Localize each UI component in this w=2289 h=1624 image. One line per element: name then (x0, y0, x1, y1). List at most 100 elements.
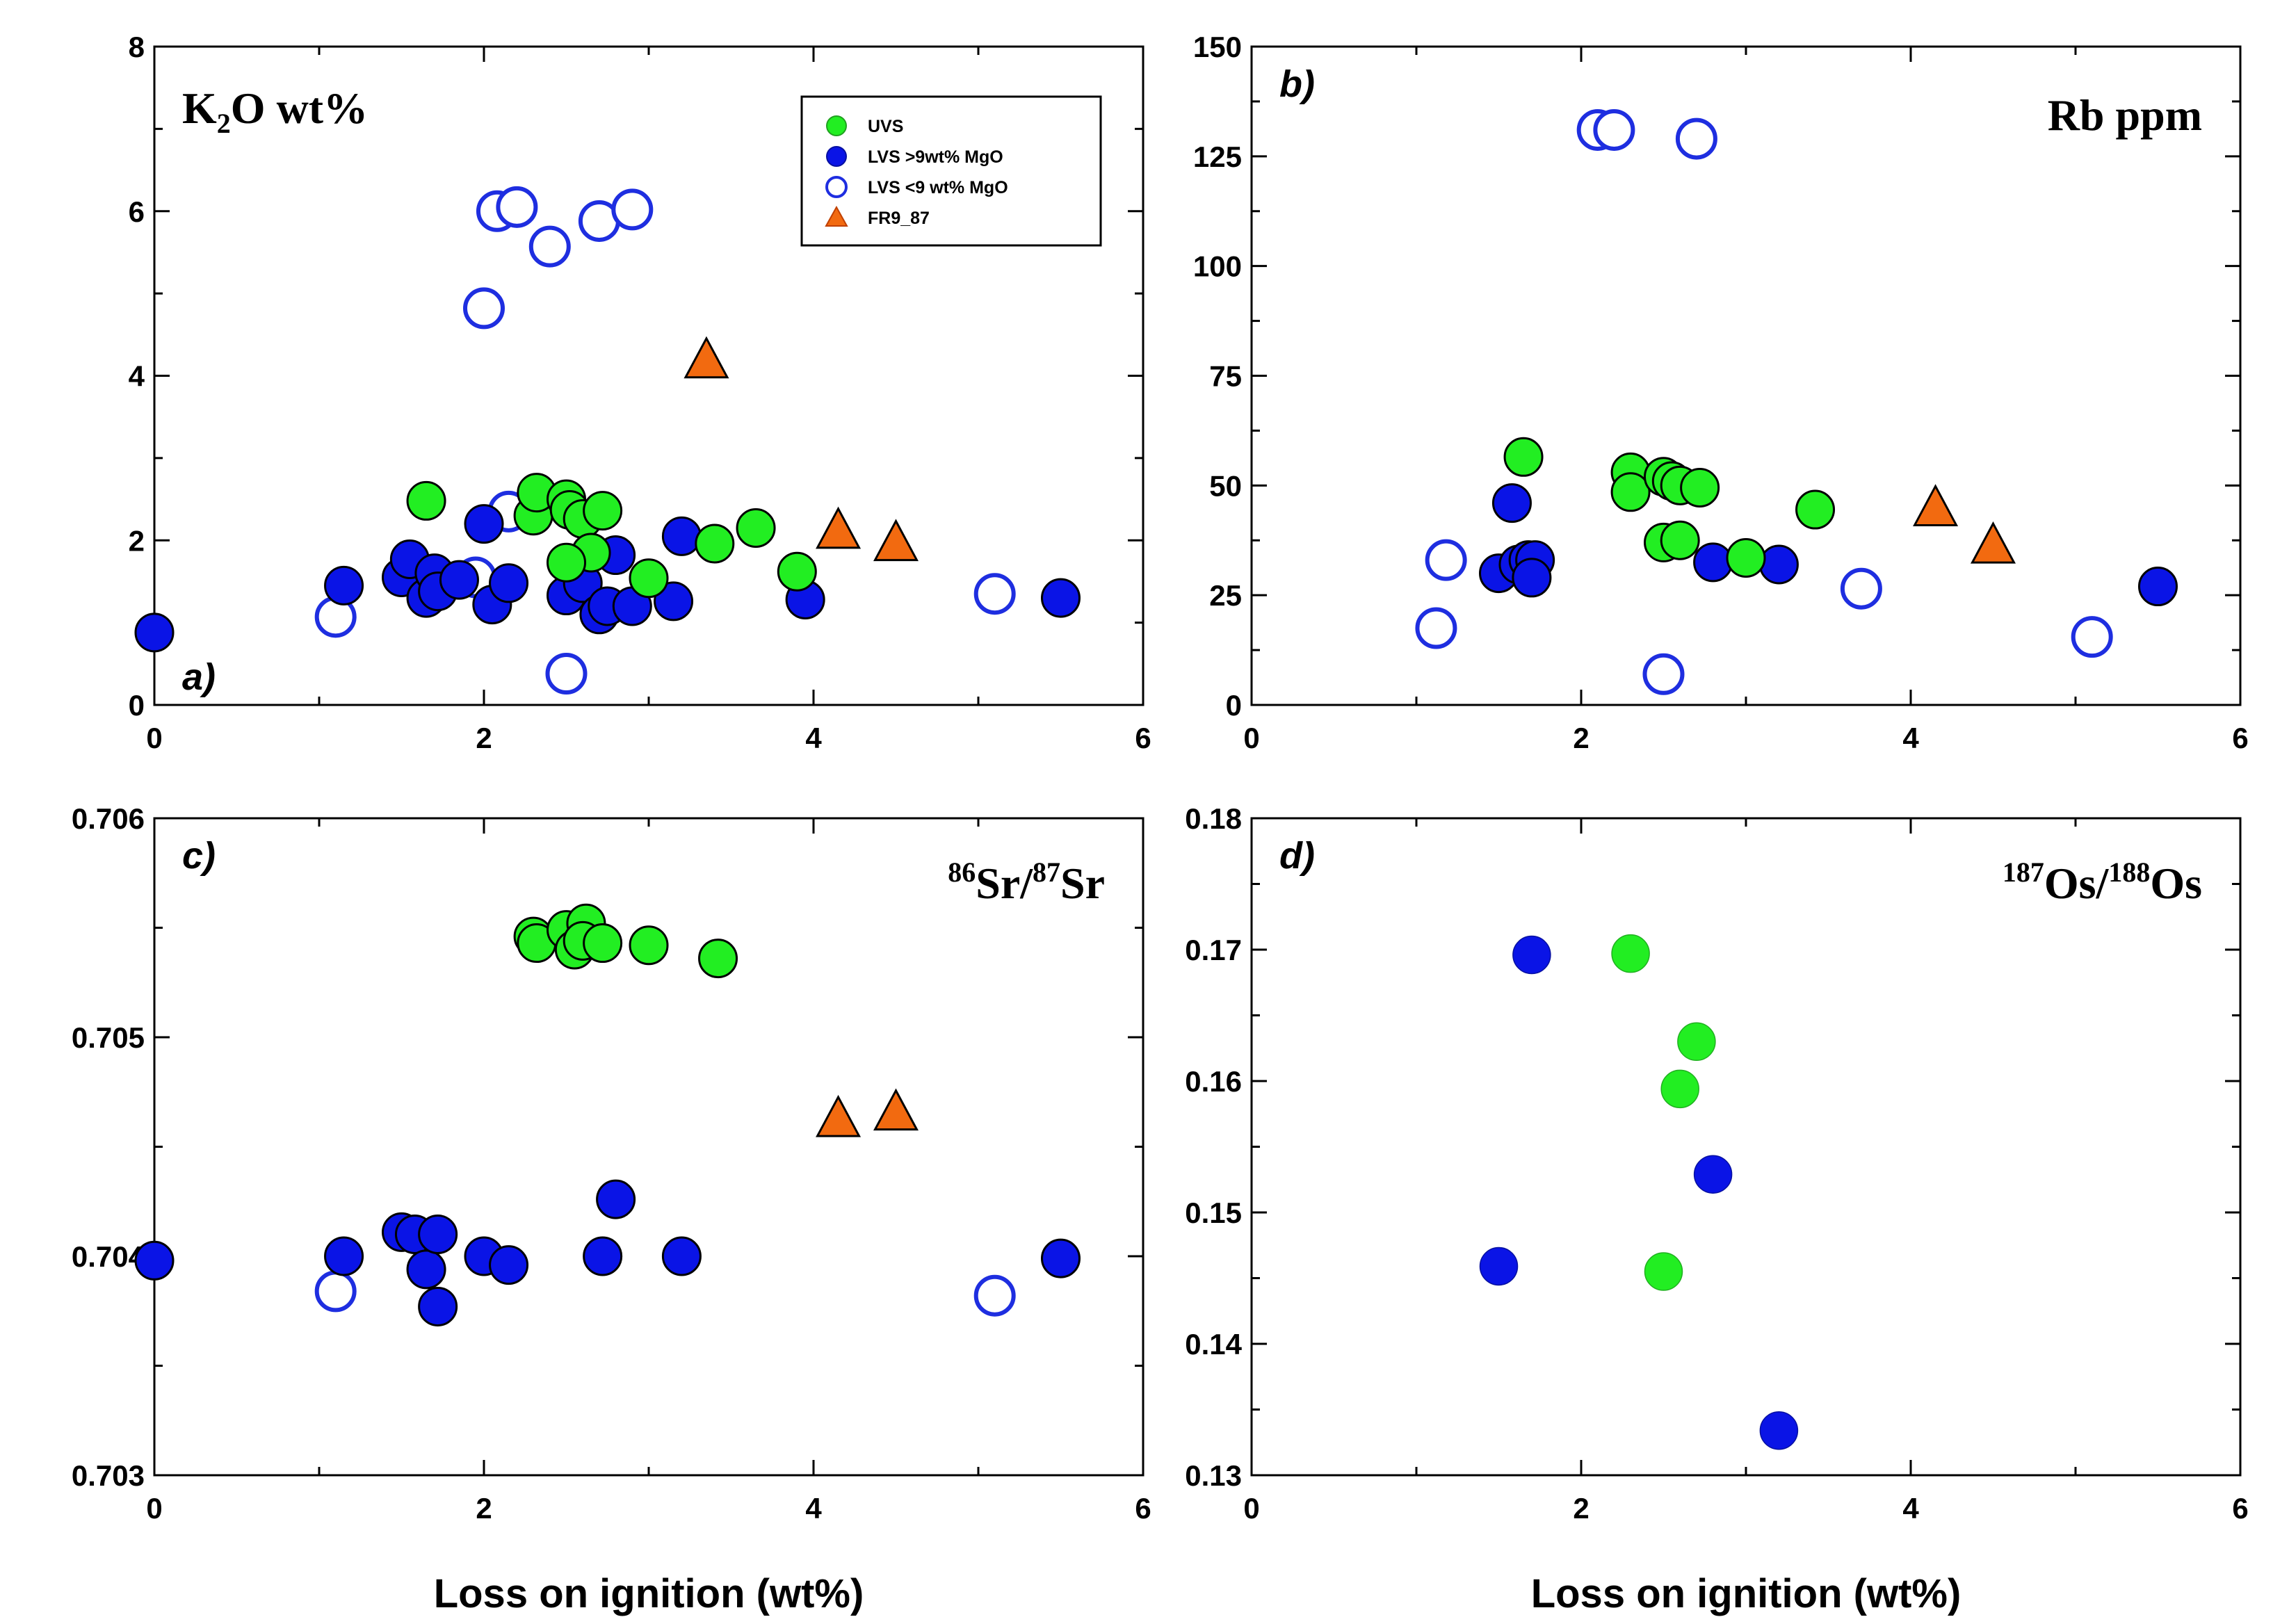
y-tick-label: 50 (1209, 469, 1242, 502)
y-tick-label: 125 (1193, 140, 1242, 173)
x-tick-label: 0 (146, 1492, 162, 1525)
data-point-lvs-low-mgo (1415, 607, 1457, 649)
data-point-lvs-high-mgo (1759, 1411, 1799, 1450)
panel-title: 86Sr/87Sr (948, 856, 1105, 908)
data-point-uvs (1644, 1252, 1683, 1291)
data-point-lvs-low-mgo (463, 287, 505, 330)
data-point-fr9-87 (684, 336, 729, 379)
y-tick-label: 0.17 (1185, 934, 1242, 966)
data-point-lvs-low-mgo (973, 573, 1016, 615)
data-point-lvs-high-mgo (464, 504, 504, 544)
data-point-lvs-high-mgo (324, 565, 364, 606)
x-axis-label: Loss on ignition (wt%) (1531, 1571, 1962, 1616)
data-point-lvs-high-mgo (1041, 578, 1081, 618)
y-tick-label: 0.703 (72, 1459, 145, 1492)
y-tick-label: 0.14 (1185, 1328, 1242, 1361)
data-point-uvs (1680, 467, 1720, 508)
data-point-lvs-high-mgo (418, 1286, 458, 1326)
y-tick-label: 0.705 (72, 1021, 145, 1054)
data-point-lvs-low-mgo (1425, 539, 1467, 581)
legend-marker (825, 176, 848, 198)
data-point-lvs-low-mgo (528, 225, 571, 268)
panel-b-rb: 0 2 4 6 0 25 50 75 100 125 150 b) Rb ppm (1193, 31, 2249, 754)
data-point-lvs-high-mgo (1693, 542, 1733, 583)
y-tick-label: 75 (1209, 360, 1242, 393)
data-point-lvs-high-mgo (324, 1236, 364, 1276)
y-tick-label: 0 (1226, 689, 1242, 722)
data-point-uvs (736, 508, 776, 548)
data-point-lvs-low-mgo (1675, 117, 1717, 160)
title-part: Sr/ (976, 859, 1033, 908)
panel-label: b) (1279, 63, 1315, 105)
x-tick-label: 6 (1135, 1492, 1151, 1525)
x-tick-label: 4 (805, 722, 822, 754)
y-tick-label: 25 (1209, 579, 1242, 612)
x-tick-label: 4 (1902, 722, 1919, 754)
plot-frame (1250, 817, 2242, 1477)
data-point-uvs (1795, 489, 1836, 530)
data-point-lvs-high-mgo (1041, 1238, 1081, 1278)
data-point-uvs (1726, 538, 1766, 578)
panel-title: 187Os/188Os (2003, 856, 2202, 908)
legend-label: FR9_87 (868, 209, 930, 228)
data-point-lvs-high-mgo (654, 581, 694, 622)
data-point-uvs (629, 558, 669, 599)
title-superscript: 188 (2108, 856, 2150, 888)
data-point-lvs-low-mgo (545, 653, 588, 695)
x-tick-label: 4 (1902, 1492, 1919, 1525)
data-point-lvs-low-mgo (611, 188, 654, 231)
plot-frame (1250, 45, 2242, 706)
x-tick-label: 2 (1573, 722, 1589, 754)
data-point-lvs-high-mgo (489, 1245, 529, 1285)
legend-label: UVS (868, 117, 903, 136)
y-tick-label: 0.18 (1185, 802, 1242, 835)
data-point-uvs (547, 542, 586, 583)
data-point-uvs (1503, 437, 1544, 477)
data-point-uvs (629, 925, 669, 966)
x-axis-label: Loss on ignition (wt%) (434, 1571, 864, 1616)
y-tick-label: 4 (129, 360, 145, 393)
data-point-uvs (1611, 934, 1650, 973)
x-tick-label: 4 (805, 1492, 822, 1525)
y-tick-label: 0.706 (72, 802, 145, 835)
legend-label: LVS <9 wt% MgO (868, 178, 1008, 197)
data-point-uvs (583, 923, 623, 964)
title-part: Os (2150, 859, 2202, 908)
x-tick-label: 2 (476, 1492, 492, 1525)
data-point-lvs-high-mgo (1479, 1247, 1519, 1286)
x-tick-label: 0 (1243, 1492, 1259, 1525)
data-point-fr9-87 (873, 1088, 919, 1131)
y-tick-label: 8 (129, 31, 145, 63)
y-tick-label: 2 (129, 524, 145, 557)
panel-title: K2O wt% (182, 83, 368, 139)
data-point-lvs-high-mgo (1758, 544, 1799, 585)
x-tick-label: 2 (1573, 1492, 1589, 1525)
x-tick-label: 2 (476, 722, 492, 754)
title-superscript: 187 (2003, 856, 2044, 888)
data-point-lvs-high-mgo (489, 563, 529, 603)
y-tick-label: 0.16 (1185, 1065, 1242, 1098)
data-point-lvs-high-mgo (134, 1240, 175, 1281)
data-point-uvs (406, 480, 446, 521)
x-tick-label: 6 (2232, 722, 2248, 754)
data-point-lvs-high-mgo (661, 1236, 702, 1276)
panel-label: d) (1279, 835, 1315, 877)
data-point-uvs (583, 491, 623, 531)
panel-label: a) (182, 656, 216, 698)
title-superscript: 86 (948, 856, 976, 888)
data-point-lvs-high-mgo (2138, 567, 2178, 607)
y-tick-label: 100 (1193, 250, 1242, 283)
panel-c-sr-isotopes: 0 2 4 6 0.703 0.704 0.705 0.706 Loss on ignition… (72, 802, 1151, 1616)
data-point-lvs-high-mgo (1512, 558, 1552, 598)
legend-label: LVS >9wt% MgO (868, 147, 1003, 167)
data-point-lvs-high-mgo (418, 1215, 458, 1254)
data-point-lvs-high-mgo (1693, 1155, 1733, 1194)
data-point-lvs-low-mgo (1840, 567, 1882, 610)
y-tick-label: 150 (1193, 31, 1242, 63)
panel-d-os-isotopes: 0 2 4 6 0.13 0.14 0.15 0.16 0.17 0.18 Loss on igni… (1185, 802, 2248, 1616)
legend-marker (826, 115, 847, 136)
data-point-lvs-high-mgo (1512, 935, 1551, 975)
data-point-lvs-high-mgo (406, 1249, 446, 1290)
legend-box (800, 95, 1102, 247)
